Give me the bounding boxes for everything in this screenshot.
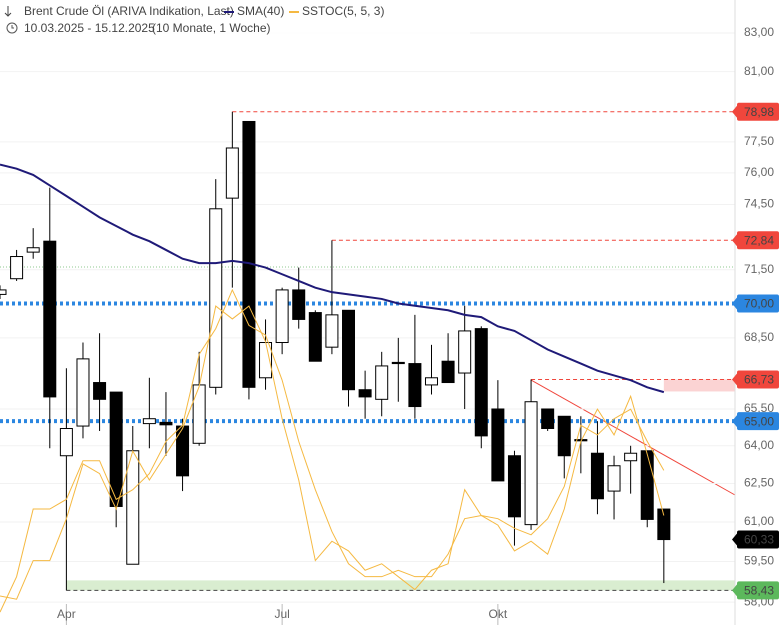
price-tag-arrow (732, 415, 737, 428)
candle-body (657, 508, 671, 541)
price-tag-label: 72,84 (744, 233, 774, 247)
price-tag (737, 412, 779, 431)
legend-label: SSTOC(5, 5, 3) (302, 4, 384, 18)
candle-body (375, 365, 389, 400)
candle-body (225, 147, 239, 199)
price-tag-label: 60,33 (744, 533, 774, 547)
price-tag-label: 78,98 (744, 105, 774, 119)
candle-body (507, 455, 521, 518)
price-tag (737, 294, 779, 313)
y-tick-label: 77,50 (744, 134, 774, 148)
candle-body (474, 328, 488, 437)
candle-body (358, 389, 372, 398)
indicator-line (0, 163, 665, 394)
indicator-line (0, 305, 665, 600)
price-tag-label: 58,43 (744, 584, 774, 598)
candle-body (109, 391, 123, 507)
candle-body (93, 382, 107, 400)
candle-body (424, 377, 438, 386)
indicator-line (0, 288, 665, 613)
support-zone (66, 580, 735, 591)
candle-body (458, 330, 472, 374)
y-tick-label: 62,50 (744, 476, 774, 490)
price-tag (737, 231, 779, 250)
candle-body (0, 289, 7, 295)
candle-body (308, 312, 322, 362)
candle-body (557, 415, 571, 457)
candle-body (275, 289, 289, 344)
price-tag (737, 102, 779, 121)
candle-body (441, 360, 455, 384)
subtitle: 10.03.2025 - 15.12.2025 (24, 21, 155, 35)
candle-body (292, 289, 306, 320)
x-tick-label: Apr (57, 607, 76, 621)
legend-label: SMA(40) (237, 4, 284, 18)
price-tag-arrow (732, 584, 737, 597)
y-tick-label: 59,50 (744, 554, 774, 568)
chart-title: Brent Crude Öl (ARIVA Indikation, Last) (24, 4, 234, 18)
candle-body (43, 240, 57, 398)
candle-body (640, 450, 654, 520)
price-tag-label: 65,00 (744, 414, 774, 428)
price-tag-arrow (732, 234, 737, 247)
price-tag (737, 370, 779, 389)
price-tag-arrow (732, 533, 737, 546)
y-tick-label: 65,50 (744, 401, 774, 415)
y-tick-label: 83,00 (744, 25, 774, 39)
candle-body (541, 408, 555, 430)
candle-body (325, 314, 339, 348)
y-tick-label: 61,00 (744, 514, 774, 528)
price-tag-arrow (732, 373, 737, 386)
icon (4, 6, 12, 17)
header-bg (0, 0, 470, 38)
y-tick-label: 81,00 (744, 64, 774, 78)
candle-body (242, 120, 256, 388)
price-tag-label: 66,73 (744, 373, 774, 387)
y-tick-label: 64,00 (744, 438, 774, 452)
candle-body (176, 425, 190, 477)
candle-body (491, 408, 505, 482)
resistance-zone (663, 379, 735, 392)
price-tag (737, 581, 779, 600)
candle-body (76, 358, 90, 427)
candle-body (192, 384, 206, 444)
clock-icon (6, 22, 18, 34)
candle-body (524, 401, 538, 526)
candle-body (159, 421, 173, 426)
y-tick-label: 74,50 (744, 197, 774, 211)
clock-hand (11, 25, 14, 29)
price-tag-arrow (732, 297, 737, 310)
candle-body (142, 418, 156, 425)
period: (10 Monate, 1 Woche) (152, 21, 271, 35)
price-tag-label: 70,00 (744, 297, 774, 311)
candle-body (391, 361, 405, 365)
candle-body (624, 452, 638, 462)
candle-body (10, 256, 24, 280)
candle-body (607, 465, 621, 492)
x-tick-label: Jul (274, 607, 289, 621)
candle-body (209, 208, 223, 388)
candle-body (59, 428, 73, 457)
price-tag (737, 530, 779, 549)
candle-body (26, 247, 40, 253)
candle-body (342, 309, 356, 391)
candle-body (590, 452, 604, 500)
x-tick-label: Okt (489, 607, 508, 621)
candle-body (126, 450, 140, 565)
trend-line (530, 379, 736, 496)
price-tag-arrow (732, 105, 737, 118)
y-tick-label: 68,50 (744, 330, 774, 344)
y-tick-label: 71,50 (744, 262, 774, 276)
plot-area: 58,0059,5061,0062,5064,0065,5068,5071,50… (0, 25, 774, 625)
candle-body (408, 363, 422, 408)
y-tick-label: 76,00 (744, 165, 774, 179)
